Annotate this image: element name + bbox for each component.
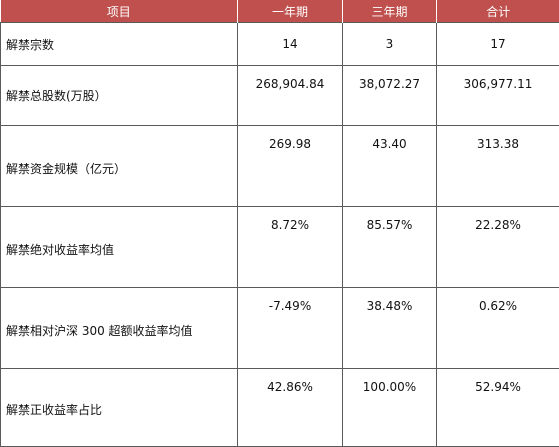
cell-one-year: 42.86%	[238, 369, 343, 447]
cell-total: 306,977.11	[437, 66, 559, 126]
cell-total: 52.94%	[437, 369, 559, 447]
cell-total: 22.28%	[437, 207, 559, 288]
row-label: 解禁资金规模（亿元）	[1, 126, 238, 207]
table-row: 解禁绝对收益率均值 8.72% 85.57% 22.28%	[1, 207, 559, 288]
header-one-year: 一年期	[238, 0, 343, 23]
cell-three-year: 3	[343, 23, 437, 66]
table-row: 解禁宗数 14 3 17	[1, 23, 559, 66]
cell-three-year: 43.40	[343, 126, 437, 207]
table-body: 解禁宗数 14 3 17 解禁总股数(万股） 268,904.84 38,072…	[1, 23, 559, 447]
cell-total: 17	[437, 23, 559, 66]
cell-three-year: 85.57%	[343, 207, 437, 288]
cell-one-year: 8.72%	[238, 207, 343, 288]
row-label: 解禁绝对收益率均值	[1, 207, 238, 288]
cell-one-year: -7.49%	[238, 288, 343, 369]
table-row: 解禁正收益率占比 42.86% 100.00% 52.94%	[1, 369, 559, 447]
row-label: 解禁正收益率占比	[1, 369, 238, 447]
cell-one-year: 14	[238, 23, 343, 66]
row-label: 解禁相对沪深 300 超额收益率均值	[1, 288, 238, 369]
header-total: 合计	[437, 0, 559, 23]
cell-total: 313.38	[437, 126, 559, 207]
table-header: 项目 一年期 三年期 合计	[1, 0, 559, 23]
cell-total: 0.62%	[437, 288, 559, 369]
table-row: 解禁相对沪深 300 超额收益率均值 -7.49% 38.48% 0.62%	[1, 288, 559, 369]
table-row: 解禁资金规模（亿元） 269.98 43.40 313.38	[1, 126, 559, 207]
cell-one-year: 268,904.84	[238, 66, 343, 126]
header-item: 项目	[1, 0, 238, 23]
cell-three-year: 38.48%	[343, 288, 437, 369]
row-label: 解禁总股数(万股）	[1, 66, 238, 126]
row-label: 解禁宗数	[1, 23, 238, 66]
table-row: 解禁总股数(万股） 268,904.84 38,072.27 306,977.1…	[1, 66, 559, 126]
header-three-year: 三年期	[343, 0, 437, 23]
cell-one-year: 269.98	[238, 126, 343, 207]
cell-three-year: 38,072.27	[343, 66, 437, 126]
cell-three-year: 100.00%	[343, 369, 437, 447]
header-row: 项目 一年期 三年期 合计	[1, 0, 559, 23]
